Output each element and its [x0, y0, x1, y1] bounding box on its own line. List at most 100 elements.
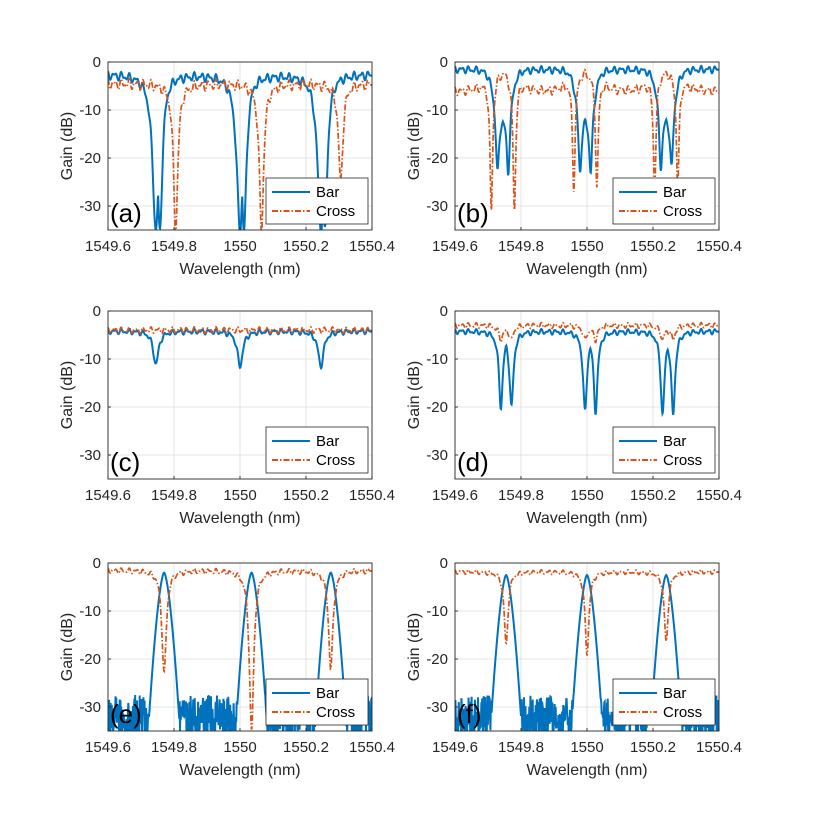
- x-tick-label: 1549.6: [432, 739, 478, 756]
- y-tick-label: -10: [426, 603, 448, 620]
- legend-label-cross: Cross: [316, 452, 355, 469]
- legend-label-bar: Bar: [316, 184, 339, 201]
- x-tick-label: 1549.8: [151, 238, 197, 255]
- panel-label: (a): [110, 198, 142, 228]
- y-tick-label: -10: [79, 102, 101, 119]
- legend-label-cross: Cross: [316, 203, 355, 220]
- y-tick-label: 0: [93, 303, 101, 320]
- x-tick-label: 1549.6: [85, 739, 131, 756]
- y-tick-label: -20: [426, 651, 448, 668]
- x-axis-title: Wavelength (nm): [179, 510, 300, 527]
- x-tick-label: 1549.8: [498, 487, 544, 504]
- y-axis-title: Gain (dB): [59, 112, 76, 180]
- y-axis-title: Gain (dB): [59, 361, 76, 429]
- y-tick-label: 0: [93, 555, 101, 572]
- panel-label: (f): [457, 699, 482, 729]
- panel-label: (d): [457, 447, 489, 477]
- legend-label-cross: Cross: [663, 203, 702, 220]
- y-tick-label: -30: [426, 699, 448, 716]
- x-tick-label: 1549.8: [151, 487, 197, 504]
- panel-label: (c): [110, 447, 140, 477]
- x-tick-label: 1549.6: [85, 487, 131, 504]
- x-tick-label: 1550: [223, 238, 256, 255]
- series-bar-line: [108, 327, 372, 371]
- series-cross-line: [108, 77, 372, 230]
- y-tick-label: -20: [79, 651, 101, 668]
- x-tick-label: 1549.6: [85, 238, 131, 255]
- y-tick-label: -10: [79, 603, 101, 620]
- y-tick-label: -30: [426, 447, 448, 464]
- legend-box: [612, 678, 716, 726]
- y-axis-title: Gain (dB): [406, 112, 423, 180]
- x-tick-label: 1550: [570, 238, 603, 255]
- series-cross-line: [108, 567, 372, 730]
- x-tick-label: 1550.4: [696, 238, 742, 255]
- y-tick-label: -10: [79, 351, 101, 368]
- x-tick-label: 1550.4: [696, 739, 742, 756]
- x-tick-label: 1550.2: [283, 739, 329, 756]
- x-axis-title: Wavelength (nm): [526, 510, 647, 527]
- y-tick-label: -20: [426, 150, 448, 167]
- y-tick-label: -30: [79, 198, 101, 215]
- legend-box: [612, 177, 716, 225]
- y-tick-label: -30: [79, 699, 101, 716]
- x-tick-label: 1550.2: [630, 739, 676, 756]
- x-tick-label: 1549.8: [498, 739, 544, 756]
- x-tick-label: 1549.8: [498, 238, 544, 255]
- panel-c: 1549.6 1549.8 1550 1550.2 1550.4 0 -10 -20 -30 Wa…: [59, 303, 395, 527]
- panel-d: 1549.6 1549.8 1550 1550.2 1550.4 0 -10 -20 -30 Wa…: [406, 303, 742, 527]
- y-tick-label: 0: [440, 303, 448, 320]
- legend-label-cross: Cross: [663, 452, 702, 469]
- panel-a: 1549.6 1549.8 1550 1550.2 1550.4 0 -10 -20 -30 Wa…: [59, 54, 395, 278]
- panel-e: 1549.6 1549.8 1550 1550.2 1550.4 0 -10 -20 -30 Wa…: [59, 555, 395, 779]
- y-tick-label: -10: [426, 102, 448, 119]
- x-tick-label: 1549.8: [151, 739, 197, 756]
- y-tick-label: -30: [79, 447, 101, 464]
- legend-label-bar: Bar: [316, 433, 339, 450]
- series-cross-line: [455, 68, 719, 211]
- series-bar-line: [455, 573, 719, 731]
- panel-b: 1549.6 1549.8 1550 1550.2 1550.4 0 -10 -20 -30 Wa…: [406, 54, 742, 278]
- y-tick-label: -20: [79, 150, 101, 167]
- y-tick-label: 0: [440, 555, 448, 572]
- x-tick-label: 1550: [570, 739, 603, 756]
- x-tick-label: 1550: [570, 487, 603, 504]
- legend-label-bar: Bar: [663, 685, 686, 702]
- y-tick-label: 0: [440, 54, 448, 71]
- x-tick-label: 1550.4: [696, 487, 742, 504]
- x-axis-title: Wavelength (nm): [179, 762, 300, 779]
- y-tick-label: -30: [426, 198, 448, 215]
- x-axis-title: Wavelength (nm): [179, 261, 300, 278]
- x-tick-label: 1550.4: [349, 739, 395, 756]
- x-tick-label: 1549.6: [432, 487, 478, 504]
- x-tick-label: 1550.2: [630, 238, 676, 255]
- y-tick-label: -10: [426, 351, 448, 368]
- x-tick-label: 1550.2: [630, 487, 676, 504]
- y-axis-title: Gain (dB): [406, 361, 423, 429]
- series-cross-line: [108, 325, 372, 335]
- x-axis-title: Wavelength (nm): [526, 261, 647, 278]
- legend-box: [265, 177, 369, 225]
- legend-label-bar: Bar: [663, 433, 686, 450]
- x-tick-label: 1550.4: [349, 238, 395, 255]
- y-axis-title: Gain (dB): [59, 613, 76, 681]
- series-cross-line: [455, 321, 719, 344]
- series-bar-line: [108, 571, 372, 731]
- series-bar-line: [108, 70, 372, 230]
- y-axis-title: Gain (dB): [406, 613, 423, 681]
- y-tick-label: -20: [79, 399, 101, 416]
- legend-label-cross: Cross: [316, 704, 355, 721]
- legend-label-cross: Cross: [663, 704, 702, 721]
- panel-label: (e): [110, 699, 142, 729]
- series-bar-line: [455, 327, 719, 418]
- x-tick-label: 1550.2: [283, 238, 329, 255]
- x-tick-label: 1550.4: [349, 487, 395, 504]
- x-tick-label: 1549.6: [432, 238, 478, 255]
- legend-box: [612, 426, 716, 474]
- legend-box: [265, 678, 369, 726]
- y-tick-label: -20: [426, 399, 448, 416]
- x-tick-label: 1550: [223, 739, 256, 756]
- x-tick-label: 1550.2: [283, 487, 329, 504]
- x-tick-label: 1550: [223, 487, 256, 504]
